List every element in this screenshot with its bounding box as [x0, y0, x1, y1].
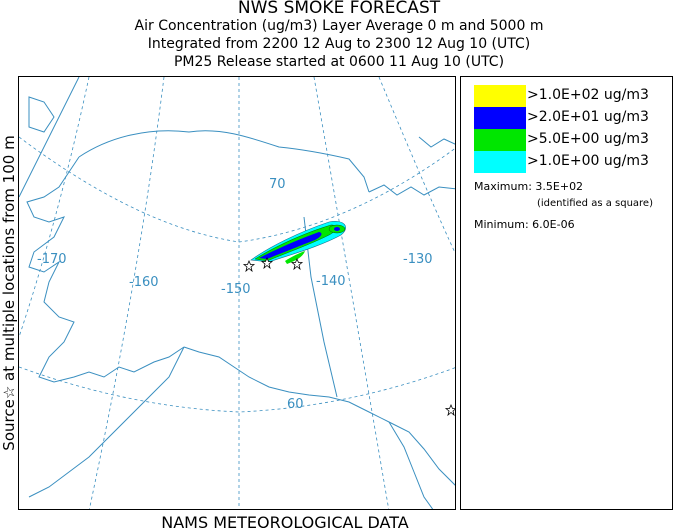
legend-swatch — [474, 107, 526, 129]
legend-swatch — [474, 151, 526, 173]
lat-label: 60 — [287, 397, 304, 412]
legend-swatch — [474, 85, 526, 107]
plume-east-lobe — [285, 251, 305, 264]
lon-label: -140 — [316, 274, 346, 289]
source-markers — [242, 256, 455, 417]
forecast-title: NWS SMOKE FORECAST — [237, 0, 441, 18]
parallel-line — [19, 136, 455, 243]
maximum-value: Maximum: 3.5E+02 — [474, 180, 584, 193]
legend-label: >2.0E+01 ug/m3 — [527, 109, 649, 125]
smoke-plume — [250, 221, 346, 264]
legend-swatch — [474, 129, 526, 151]
legend-panel: >1.0E+02 ug/m3 >2.0E+01 ug/m3 >5.0E+00 u… — [460, 76, 673, 510]
source-star — [444, 403, 455, 417]
gulf-coast — [183, 346, 455, 486]
west-coast — [26, 156, 185, 383]
lat-label: 70 — [269, 177, 286, 192]
integration-period: Integrated from 2200 12 Aug to 2300 12 A… — [147, 36, 531, 52]
concentration-subtitle: Air Concentration (ug/m3) Layer Average … — [134, 18, 544, 34]
north-coast — [78, 130, 370, 193]
minimum-value: Minimum: 6.0E-06 — [474, 218, 575, 231]
lon-label: -160 — [129, 275, 159, 290]
plume-contour-20 — [259, 232, 322, 259]
plume-core — [334, 227, 340, 231]
legend-label: >1.0E+00 ug/m3 — [527, 153, 649, 169]
source-star — [260, 256, 274, 270]
legend-label: >1.0E+02 ug/m3 — [527, 87, 649, 103]
arctic-islands — [418, 136, 455, 148]
lon-label: -150 — [221, 282, 251, 297]
legend-label: >5.0E+00 ug/m3 — [527, 131, 649, 147]
island-outline — [28, 96, 55, 133]
date-line — [19, 77, 80, 198]
alaska-map: -170 -160 -150 -140 -130 70 60 — [19, 77, 455, 509]
map-panel: -170 -160 -150 -140 -130 70 60 — [18, 76, 456, 510]
source-side-label: Source☆ at multiple locations from 100 m — [0, 76, 18, 510]
release-info: PM25 Release started at 0600 11 Aug 10 (… — [173, 54, 505, 70]
meridian-line — [19, 77, 90, 338]
alaska-peninsula — [28, 346, 185, 498]
meridian-line — [378, 77, 455, 254]
footer-source: NAMS METEOROLOGICAL DATA — [161, 513, 409, 532]
lon-label: -130 — [403, 252, 433, 267]
meridian-line — [313, 77, 390, 509]
maximum-note: (identified as a square) — [537, 198, 653, 209]
mackenzie-coast — [368, 184, 455, 196]
panhandle-coast — [388, 421, 434, 509]
source-star — [242, 259, 256, 273]
lon-label: -170 — [37, 252, 67, 267]
coastline — [26, 96, 455, 509]
source-side-label-text: Source☆ at multiple locations from 100 m — [0, 135, 18, 451]
source-star — [290, 257, 304, 271]
